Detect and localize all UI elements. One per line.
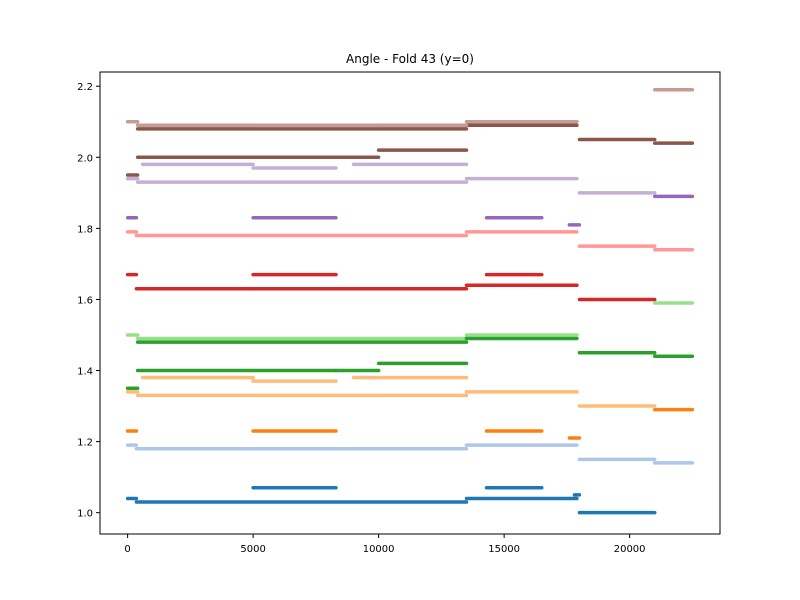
x-axis: 0 5000 10000 15000 20000 (124, 534, 646, 555)
y-tick-label: 1.8 (77, 224, 93, 235)
series-8 (125, 230, 695, 252)
y-tick-label: 1.2 (77, 438, 93, 449)
series-10 (125, 162, 657, 195)
y-tick-label: 2.2 (77, 82, 93, 93)
series-0 (125, 486, 657, 515)
series-11 (125, 137, 695, 177)
y-tick-label: 1.4 (77, 367, 93, 378)
series-9 (125, 194, 695, 227)
x-tick-label: 5000 (240, 544, 265, 555)
series-13 (125, 88, 695, 128)
series-4 (125, 351, 695, 391)
series-7 (125, 272, 657, 302)
y-axis: 1.0 1.2 1.4 1.6 1.8 2.0 2.2 (77, 82, 100, 520)
y-tick-label: 1.6 (77, 295, 93, 306)
series-1 (125, 443, 695, 465)
series-2 (125, 407, 695, 440)
axes-frame (99, 71, 721, 535)
plot-area (125, 88, 695, 515)
y-tick-label: 1.0 (77, 509, 93, 520)
x-tick-label: 15000 (488, 544, 520, 555)
x-tick-label: 10000 (363, 544, 395, 555)
series-3 (125, 375, 657, 408)
x-tick-label: 0 (124, 544, 130, 555)
series-6 (135, 336, 579, 344)
series-12 (135, 123, 579, 131)
chart-title: Angle - Fold 43 (y=0) (346, 52, 474, 66)
y-tick-label: 2.0 (77, 153, 93, 164)
series-5 (125, 301, 695, 341)
x-tick-label: 20000 (614, 544, 646, 555)
